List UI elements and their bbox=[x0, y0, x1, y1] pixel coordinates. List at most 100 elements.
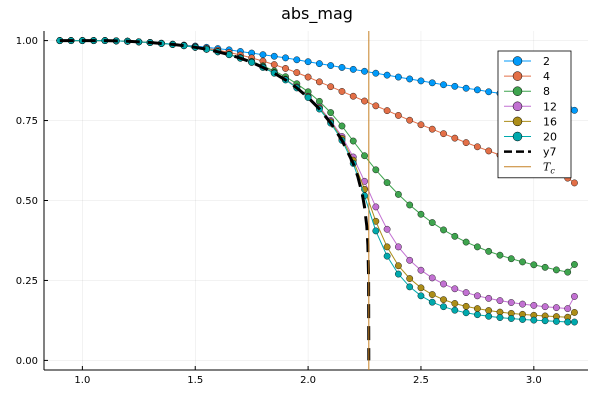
data-point bbox=[485, 247, 493, 255]
data-point bbox=[451, 306, 459, 314]
data-point bbox=[530, 316, 538, 324]
data-point bbox=[304, 73, 312, 81]
data-point bbox=[394, 73, 402, 81]
data-point bbox=[349, 137, 357, 145]
data-point bbox=[571, 179, 578, 187]
exact-curve-y7 bbox=[59, 39, 371, 361]
data-point bbox=[428, 298, 436, 306]
legend-label: 2 bbox=[543, 55, 550, 68]
data-point bbox=[473, 86, 481, 94]
data-point bbox=[282, 54, 289, 62]
data-point bbox=[462, 289, 470, 297]
legend-marker bbox=[512, 101, 523, 112]
data-point bbox=[383, 225, 391, 233]
data-point bbox=[571, 293, 578, 300]
series-group bbox=[56, 31, 578, 370]
data-point bbox=[417, 77, 425, 85]
data-point bbox=[451, 82, 459, 90]
data-point bbox=[293, 56, 301, 64]
data-point bbox=[440, 226, 447, 234]
data-point bbox=[315, 78, 323, 86]
y-tick-label: 0.75 bbox=[16, 116, 38, 127]
data-point bbox=[473, 243, 481, 251]
data-point bbox=[571, 309, 578, 316]
data-point bbox=[406, 283, 414, 291]
data-point bbox=[519, 258, 526, 266]
axes: 1.0 1.5 2.0 2.5 3.0 0.00 0.25 0.50 0.75 1.00 bbox=[16, 31, 588, 386]
data-point bbox=[293, 69, 301, 76]
x-tick-label: 1.5 bbox=[187, 375, 203, 386]
y-tick-label: 0.50 bbox=[16, 196, 38, 207]
data-point bbox=[496, 251, 504, 259]
legend-marker bbox=[512, 86, 523, 96]
data-point bbox=[406, 275, 414, 282]
data-point bbox=[304, 58, 312, 66]
data-point bbox=[473, 311, 481, 319]
data-point bbox=[451, 285, 459, 293]
data-point bbox=[530, 261, 538, 269]
data-point bbox=[417, 266, 425, 274]
data-point bbox=[473, 305, 481, 312]
legend-label: 12 bbox=[543, 100, 557, 113]
data-point bbox=[383, 179, 391, 186]
data-point bbox=[394, 243, 402, 251]
legend-label: 20 bbox=[543, 131, 557, 144]
data-point bbox=[304, 94, 312, 101]
data-point bbox=[259, 51, 267, 59]
data-point bbox=[394, 191, 402, 198]
data-point bbox=[338, 88, 346, 95]
data-point bbox=[372, 166, 380, 174]
data-point bbox=[440, 130, 447, 138]
data-point bbox=[552, 317, 560, 325]
data-point bbox=[485, 307, 493, 314]
data-point bbox=[383, 252, 391, 260]
data-point bbox=[462, 302, 470, 310]
data-point bbox=[394, 112, 402, 119]
data-point bbox=[428, 125, 436, 133]
data-point bbox=[440, 296, 447, 304]
data-point bbox=[571, 106, 578, 114]
data-point bbox=[417, 210, 425, 218]
data-point bbox=[383, 243, 391, 251]
data-point bbox=[361, 152, 368, 160]
data-point bbox=[394, 262, 402, 270]
data-point bbox=[428, 291, 436, 298]
data-point bbox=[383, 71, 391, 79]
data-point bbox=[462, 238, 470, 246]
data-point bbox=[349, 92, 357, 100]
data-point bbox=[417, 292, 425, 300]
chart-title: abs_mag bbox=[281, 4, 353, 24]
data-point bbox=[564, 268, 572, 276]
data-point bbox=[485, 147, 493, 155]
data-point bbox=[541, 303, 549, 311]
data-point bbox=[564, 305, 572, 312]
data-point bbox=[428, 79, 436, 87]
data-point bbox=[327, 109, 335, 116]
data-point bbox=[406, 75, 414, 83]
data-point bbox=[440, 303, 447, 311]
data-point bbox=[440, 280, 447, 288]
data-point bbox=[451, 232, 459, 240]
x-tick-label: 2.5 bbox=[413, 375, 429, 386]
data-point bbox=[451, 134, 459, 142]
data-point bbox=[361, 67, 368, 75]
data-point bbox=[428, 219, 436, 226]
legend-label: 8 bbox=[543, 85, 550, 98]
data-point bbox=[327, 62, 335, 69]
data-point bbox=[485, 312, 493, 320]
legend-marker bbox=[512, 56, 523, 66]
data-point bbox=[552, 304, 560, 312]
y-tick-label: 0.25 bbox=[16, 276, 38, 287]
data-point bbox=[406, 201, 414, 209]
legend-marker bbox=[512, 131, 523, 142]
data-point bbox=[473, 292, 481, 300]
data-point bbox=[349, 65, 357, 73]
legend-marker bbox=[512, 116, 523, 127]
data-point bbox=[315, 97, 323, 105]
data-point bbox=[571, 318, 578, 326]
data-point bbox=[462, 139, 470, 147]
data-point bbox=[315, 60, 323, 68]
data-point bbox=[338, 64, 346, 71]
legend-label: Tc bbox=[543, 161, 555, 176]
